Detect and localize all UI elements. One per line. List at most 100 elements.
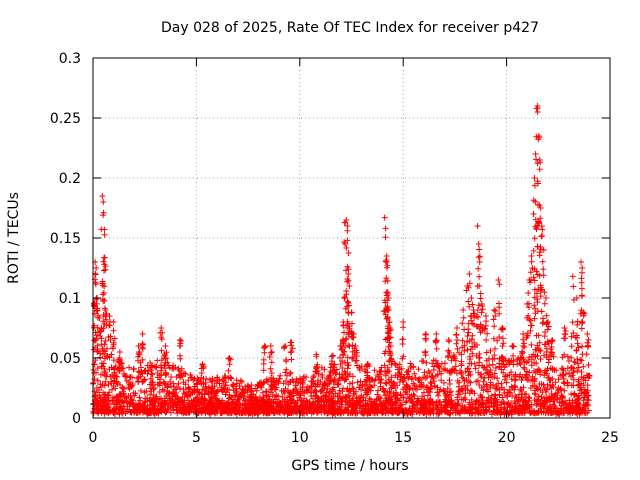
data-point <box>260 367 267 374</box>
data-point <box>484 330 491 337</box>
data-point <box>578 320 585 327</box>
data-point <box>454 377 461 384</box>
data-point <box>527 322 534 329</box>
y-tick-label: 0.1 <box>59 291 81 307</box>
data-point <box>387 326 394 333</box>
data-point <box>575 364 582 371</box>
x-tick-label: 5 <box>192 430 201 446</box>
data-point <box>168 374 175 380</box>
data-point <box>208 394 215 401</box>
data-point <box>466 280 473 287</box>
data-point <box>473 398 480 404</box>
data-point <box>185 385 192 392</box>
data-point <box>214 374 220 381</box>
data-point <box>363 381 370 388</box>
data-point <box>534 299 541 305</box>
data-point <box>482 313 489 319</box>
data-point <box>510 343 517 350</box>
data-point <box>310 399 317 406</box>
data-point <box>364 410 371 417</box>
data-point <box>177 343 184 349</box>
data-point <box>371 367 378 374</box>
data-point <box>158 357 165 364</box>
data-point <box>289 345 296 352</box>
data-point <box>353 405 360 412</box>
data-point <box>177 374 184 381</box>
data-point <box>510 358 517 365</box>
data-point <box>478 309 485 316</box>
data-point <box>454 345 461 352</box>
data-point <box>481 325 488 332</box>
data-point <box>474 223 481 229</box>
data-point <box>102 372 109 379</box>
data-point <box>117 391 124 398</box>
data-point <box>367 387 374 394</box>
data-point <box>205 390 212 397</box>
data-point <box>249 411 256 418</box>
data-point <box>106 322 113 329</box>
data-point <box>526 316 533 323</box>
data-point <box>200 365 207 372</box>
data-point <box>330 384 337 391</box>
data-point <box>544 399 551 406</box>
data-point <box>416 377 423 384</box>
chart-title: Day 028 of 2025, Rate Of TEC Index for r… <box>161 20 539 36</box>
data-point <box>458 371 465 377</box>
data-point <box>409 403 416 410</box>
data-point <box>360 403 367 409</box>
data-point <box>150 402 157 409</box>
data-point <box>390 401 397 408</box>
data-point <box>380 404 387 411</box>
data-point <box>468 317 475 324</box>
data-point <box>496 334 503 340</box>
data-point <box>518 394 525 401</box>
data-point <box>429 399 436 406</box>
data-point <box>276 407 283 414</box>
data-point <box>440 365 447 372</box>
data-point <box>233 380 240 387</box>
data-point <box>433 345 440 352</box>
data-point <box>139 356 146 363</box>
data-point <box>454 325 460 331</box>
data-point <box>532 151 539 157</box>
data-point <box>383 380 390 387</box>
data-point <box>397 376 404 383</box>
data-point <box>472 365 479 372</box>
data-point <box>211 403 218 410</box>
data-point <box>175 380 182 387</box>
data-point <box>216 397 223 404</box>
data-point <box>325 393 332 400</box>
data-point <box>337 354 343 361</box>
data-point <box>127 400 134 407</box>
data-point <box>349 380 356 387</box>
data-point <box>237 377 244 384</box>
data-point <box>533 385 540 391</box>
data-point <box>101 231 108 238</box>
data-point <box>508 376 515 383</box>
data-point <box>312 368 319 375</box>
data-point <box>465 298 472 305</box>
data-point <box>213 380 220 387</box>
data-point <box>327 377 333 384</box>
data-point <box>466 271 473 277</box>
data-point <box>341 368 348 375</box>
data-point <box>143 409 150 416</box>
data-point <box>564 365 571 372</box>
data-point <box>530 274 537 281</box>
data-point <box>399 336 406 343</box>
data-point <box>252 409 259 416</box>
data-point <box>537 215 544 222</box>
data-point <box>461 347 468 354</box>
data-point <box>102 263 109 270</box>
data-point <box>474 307 481 313</box>
data-point <box>512 383 518 389</box>
data-point <box>496 386 503 393</box>
data-point <box>517 386 524 393</box>
data-point <box>232 392 239 399</box>
data-point <box>388 356 395 363</box>
data-point <box>110 327 117 334</box>
data-point <box>491 370 498 377</box>
data-point <box>537 244 544 250</box>
data-point <box>308 393 315 400</box>
data-point <box>476 253 483 260</box>
